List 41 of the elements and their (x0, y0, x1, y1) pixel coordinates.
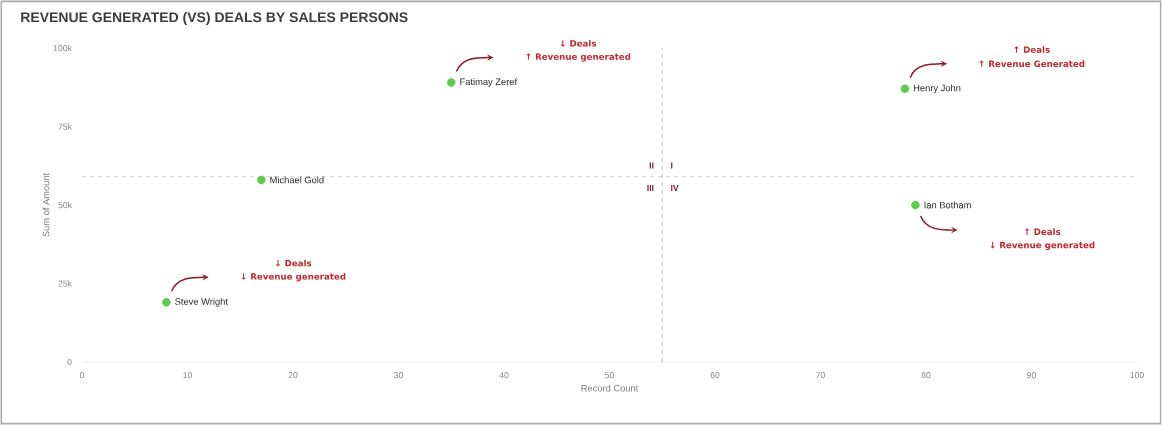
annotation: ↓ Revenue generated (990, 241, 1095, 251)
point (257, 175, 266, 185)
annotation: III (647, 185, 654, 191)
text: ↓ Deals (560, 39, 597, 47)
x-tick-label: 80 (921, 372, 931, 379)
series-label: Ian Botham (924, 201, 971, 209)
x-tick-label: 20 (288, 372, 298, 379)
x-tick-label: 0 (79, 372, 85, 379)
y-tick-label: 25k (58, 280, 72, 287)
series-label: Michael Gold (270, 176, 324, 184)
series-label: Steve Wright (175, 298, 228, 307)
annotation: II (649, 162, 654, 169)
x-tick-label: 60 (710, 372, 720, 379)
annotation: ↓ Deals (276, 259, 312, 267)
point (446, 78, 456, 87)
x-tick-label: 10 (183, 372, 192, 379)
x-tick-label: 90 (1027, 372, 1036, 379)
annotation: I (671, 162, 673, 169)
y-axis-title: Sum of Amount (42, 172, 50, 237)
x-axis-title: Record Count (581, 384, 639, 392)
series-label: Henry John (913, 84, 961, 94)
annotation: ↑ Deals (1025, 228, 1061, 236)
annotation: ↑ Revenue generated (526, 53, 631, 62)
point (900, 84, 910, 94)
x-tick-label: 100 (1130, 372, 1144, 379)
y-tick-label: 50k (58, 201, 72, 209)
annotation: IV (671, 185, 679, 191)
y-tick-label: 0 (67, 358, 72, 366)
series-label: Fatimay Zeref (460, 78, 518, 87)
x-tick-label: 30 (394, 372, 403, 379)
point (162, 298, 171, 307)
y-tick-label: 100k (53, 44, 72, 52)
annotation: ↑ Deals (1014, 46, 1050, 53)
annotation: ↑ Revenue Generated (979, 60, 1085, 68)
annotation: ↓ Revenue generated (241, 272, 346, 282)
y-tick-label: 75k (58, 123, 72, 130)
x-tick-label: 70 (816, 372, 825, 379)
x-tick-label: 40 (499, 372, 509, 379)
x-tick-label: 50 (605, 372, 614, 379)
chart-title: REVENUE GENERATED (VS) DEALS BY SALES PERSONS (21, 11, 408, 25)
point (911, 200, 920, 210)
